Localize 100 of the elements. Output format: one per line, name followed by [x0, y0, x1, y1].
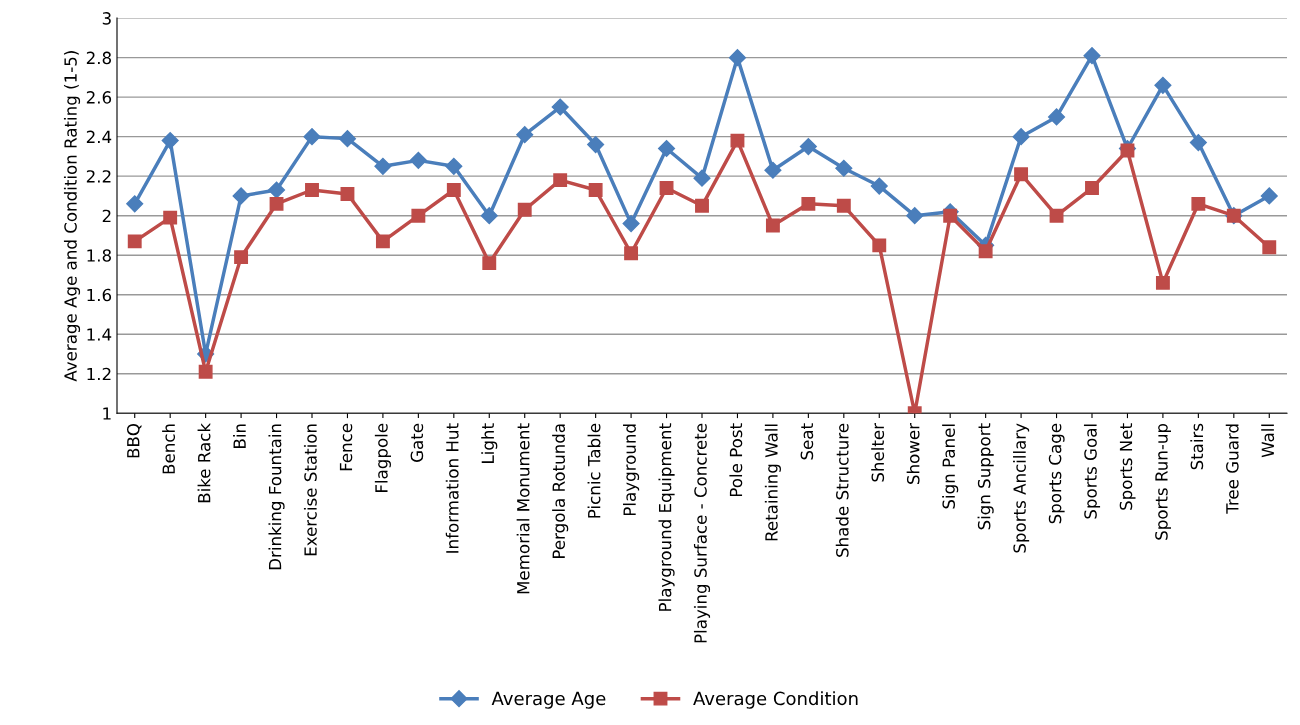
- x-tick-label: Sports Ancillary: [1013, 423, 1030, 553]
- x-tick-label: Playground: [623, 424, 640, 516]
- point: [835, 159, 853, 177]
- x-tick-label: Pole Post: [729, 423, 743, 497]
- point: [1049, 208, 1064, 223]
- point: [695, 198, 709, 213]
- point: [482, 256, 497, 271]
- y-tick-label: 1: [103, 407, 111, 420]
- point: [517, 202, 532, 217]
- y-tick-label: 1.4: [87, 328, 112, 341]
- point: [1047, 108, 1066, 126]
- x-tick-label: Bike Rack: [197, 423, 211, 503]
- point: [1260, 187, 1278, 205]
- point: [1155, 275, 1170, 290]
- x-tick-label: Light: [481, 423, 498, 463]
- x-tick-label: Seat: [800, 423, 814, 460]
- point: [553, 173, 568, 188]
- x-tick-label: Bench: [162, 424, 176, 474]
- x-tick-label: Sign Support: [977, 423, 994, 530]
- x-tick-label: Sports Run-up: [1155, 423, 1171, 540]
- x-tick-label: Drinking Fountain: [268, 424, 285, 570]
- point: [622, 215, 640, 233]
- x-tick-label: Wall: [1261, 424, 1275, 458]
- point: [232, 187, 250, 205]
- x-tick-label: Shade Structure: [835, 423, 849, 557]
- x-tick-label: Flagpole: [374, 423, 391, 493]
- point: [445, 157, 463, 175]
- point: [234, 250, 249, 265]
- point: [764, 161, 782, 179]
- x-tick-label: Sports Cage: [1048, 423, 1065, 524]
- point: [198, 364, 213, 379]
- point: [801, 196, 816, 211]
- point: [587, 136, 605, 154]
- point: [305, 183, 319, 197]
- x-tick-label: Playing Surface - Concrete: [693, 423, 711, 643]
- x-tick-label: Tree Guard: [1225, 424, 1239, 514]
- point: [1083, 47, 1101, 65]
- x-tick-label: Exercise Station: [303, 424, 317, 556]
- point: [267, 181, 286, 199]
- point: [728, 49, 747, 67]
- x-tick-label: Pergola Rotunda: [552, 424, 569, 558]
- x-tick-label: Bin: [233, 424, 246, 448]
- x-tick-label: Retaining Wall: [764, 424, 781, 541]
- x-tick-label: Information Hut: [445, 423, 459, 553]
- x-tick-label: BBQ: [126, 423, 142, 458]
- point: [411, 208, 426, 223]
- point: [765, 218, 780, 233]
- point: [943, 208, 958, 223]
- y-axis-title: Average Age and Condition Rating (1-5): [63, 51, 81, 382]
- x-tick-label: Memorial Monument: [516, 423, 530, 594]
- point: [127, 234, 142, 249]
- y-tick-label: 1.2: [87, 367, 111, 381]
- x-tick-label: Playground Equipment: [658, 423, 675, 611]
- x-tick-label: Sports Net: [1119, 423, 1136, 510]
- point: [1189, 134, 1207, 152]
- point: [872, 238, 887, 253]
- point: [1262, 240, 1277, 255]
- y-tick-label: 1.6: [87, 288, 112, 302]
- point: [303, 128, 321, 146]
- y-tick-label: 2.6: [86, 91, 112, 104]
- point: [624, 246, 639, 261]
- point: [340, 187, 355, 201]
- point: [269, 196, 284, 211]
- x-tick-label: Picnic Table: [587, 423, 601, 518]
- y-tick-label: 3: [102, 12, 111, 25]
- point: [1014, 167, 1029, 182]
- point: [551, 98, 569, 116]
- point: [1154, 76, 1172, 94]
- x-tick-label: Stairs: [1190, 423, 1204, 470]
- point: [1085, 181, 1099, 195]
- point: [978, 244, 993, 259]
- legend-label: Average Condition: [693, 691, 858, 709]
- x-tick-label: Fence: [339, 423, 353, 471]
- y-tick-label: 2.2: [86, 170, 111, 183]
- y-tick-label: 2.4: [86, 130, 112, 143]
- y-tick-label: 1.8: [87, 249, 111, 262]
- y-tick-label: 2: [102, 209, 111, 223]
- point: [480, 207, 498, 225]
- point: [657, 139, 676, 158]
- point: [375, 234, 390, 249]
- point: [836, 198, 851, 213]
- point: [409, 151, 427, 169]
- point: [161, 132, 179, 150]
- x-tick-label: Gate: [410, 423, 424, 462]
- point: [730, 133, 745, 148]
- point: [659, 181, 674, 195]
- x-tick-label: Shower: [906, 422, 920, 484]
- point: [446, 183, 461, 197]
- legend-label: Average Age: [491, 691, 606, 709]
- point: [516, 126, 534, 144]
- point: [906, 207, 924, 225]
- point: [693, 169, 711, 187]
- point: [588, 183, 603, 197]
- x-tick-label: Sports Goal: [1083, 424, 1101, 519]
- point: [374, 157, 392, 175]
- point: [163, 210, 178, 225]
- y-tick-label: 2.8: [86, 51, 111, 65]
- point: [126, 195, 144, 213]
- x-tick-label: Shelter: [871, 422, 885, 482]
- x-tick-label: Sign Panel: [942, 424, 959, 509]
